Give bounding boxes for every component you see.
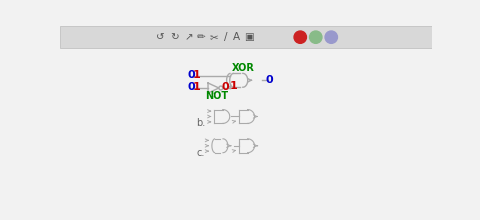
- Text: /: /: [224, 32, 228, 42]
- Text: ✂: ✂: [209, 32, 218, 42]
- Text: c.: c.: [197, 148, 205, 158]
- Circle shape: [294, 31, 306, 43]
- Text: ↗: ↗: [184, 32, 193, 42]
- Circle shape: [325, 31, 337, 43]
- Text: 0: 0: [187, 70, 195, 80]
- Text: NOT: NOT: [205, 92, 228, 101]
- Text: b.: b.: [196, 118, 205, 128]
- Text: 0: 0: [221, 82, 229, 92]
- Text: 1: 1: [192, 70, 200, 80]
- Text: XOR: XOR: [232, 63, 255, 73]
- Text: ✏: ✏: [197, 32, 205, 42]
- Text: ▣: ▣: [244, 32, 254, 42]
- Text: 0: 0: [265, 75, 273, 84]
- Text: 1: 1: [192, 82, 200, 92]
- Text: ↺: ↺: [156, 32, 165, 42]
- Text: 0: 0: [187, 82, 195, 92]
- Text: ↻: ↻: [170, 32, 179, 42]
- Circle shape: [310, 31, 322, 43]
- Text: 1: 1: [230, 81, 238, 92]
- Text: A: A: [233, 32, 240, 42]
- Bar: [60, 26, 432, 48]
